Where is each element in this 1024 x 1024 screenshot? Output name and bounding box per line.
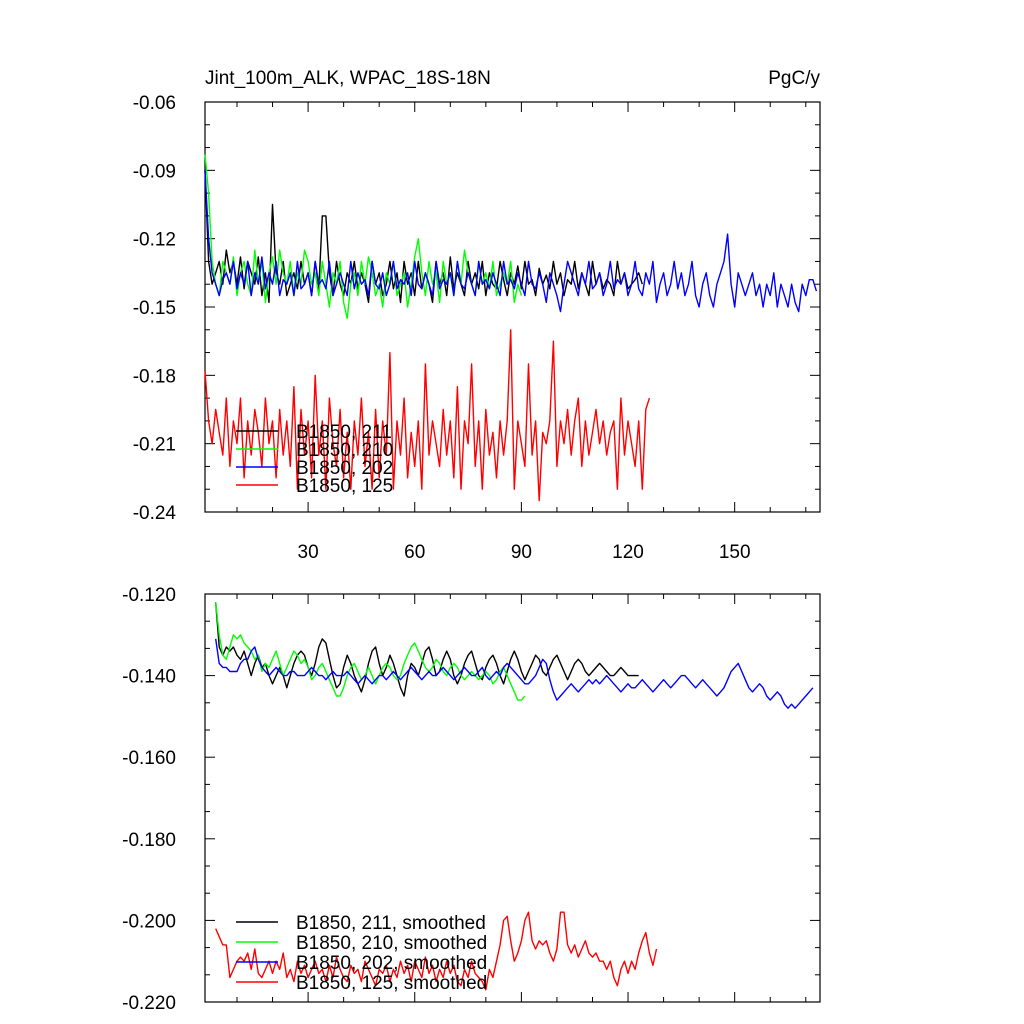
y-tick-label: -0.21 xyxy=(133,435,176,456)
series-line xyxy=(215,602,526,701)
y-tick-label: -0.140 xyxy=(122,667,176,688)
y-tick-label: -0.18 xyxy=(133,366,176,387)
x-tick-label: 60 xyxy=(404,542,425,563)
bottom-chart: -0.220 -0.200 -0.180 -0.160 -0.140 -0.120 B185… xyxy=(122,585,821,1014)
x-tick-label: 150 xyxy=(719,542,751,563)
y-tick-label: -0.200 xyxy=(122,911,176,932)
y-tick-label: -0.120 xyxy=(122,585,176,606)
legend-label: B1850, 202, smoothed xyxy=(296,953,487,974)
x-tick-label: 120 xyxy=(612,542,644,563)
top-chart: 30 60 90 120 150 -0.24 -0.21 -0.18 -0.15 -0.12 -0.… xyxy=(133,93,821,563)
y-tick-label: -0.15 xyxy=(133,298,176,319)
series-line xyxy=(204,329,651,502)
y-tick-label: -0.24 xyxy=(133,503,177,524)
series-line xyxy=(215,602,639,697)
top-chart-units: PgC/y xyxy=(768,68,820,89)
y-tick-label: -0.12 xyxy=(133,230,176,251)
legend-label: B1850, 211 xyxy=(296,422,392,443)
legend-label: B1850, 210 xyxy=(296,440,393,461)
legend-label: B1850, 210, smoothed xyxy=(296,933,487,954)
series-line xyxy=(215,638,814,709)
series-line xyxy=(204,170,818,313)
x-tick-label: 30 xyxy=(298,542,319,563)
x-tick-label: 90 xyxy=(511,542,532,563)
y-tick-label: -0.220 xyxy=(122,993,176,1014)
legend-label: B1850, 211, smoothed xyxy=(296,913,486,934)
y-tick-label: -0.180 xyxy=(122,830,176,851)
legend-label: B1850, 125 xyxy=(296,476,393,497)
series-line xyxy=(215,911,658,991)
y-tick-label: -0.160 xyxy=(122,748,176,769)
plot-frame xyxy=(204,593,821,1003)
y-tick-label: -0.06 xyxy=(133,93,176,114)
legend-label: B1850, 125, smoothed xyxy=(296,973,487,994)
legend-label: B1850, 202 xyxy=(296,458,393,479)
y-tick-label: -0.09 xyxy=(133,161,176,182)
top-chart-title: Jint_100m_ALK, WPAC_18S-18N xyxy=(205,68,491,89)
